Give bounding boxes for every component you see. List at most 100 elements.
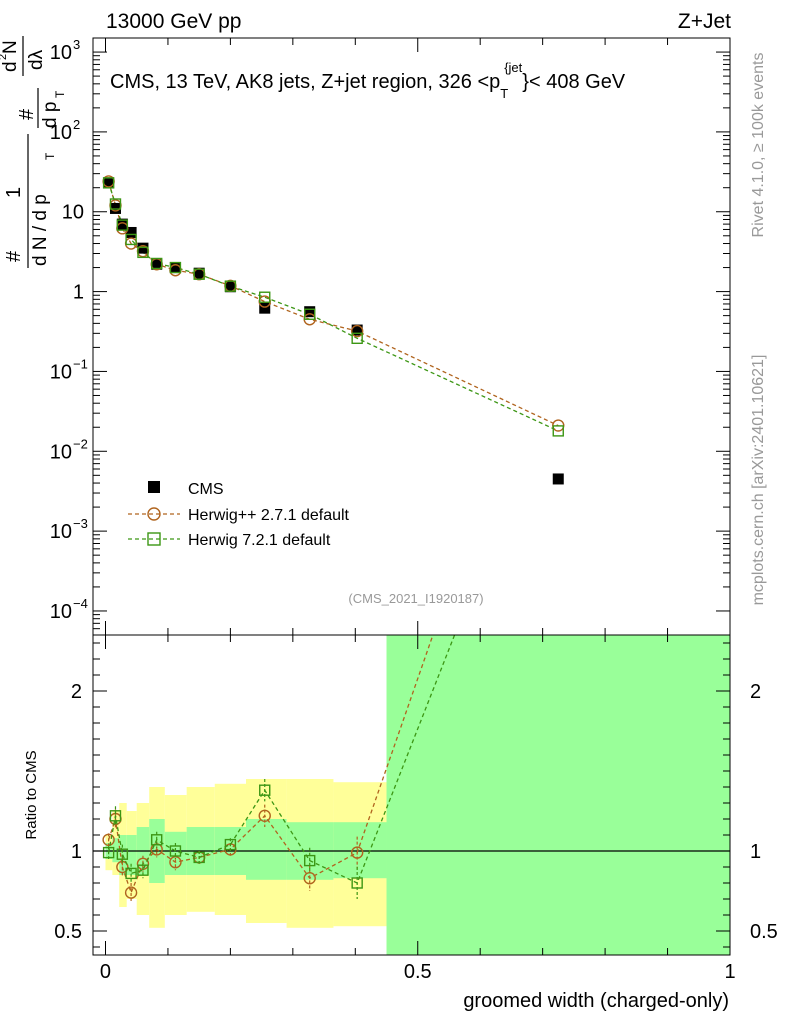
main-x-axis	[104, 38, 731, 635]
main-ytick-label: 10	[50, 601, 72, 623]
ratio-ytick-label-right: 1	[750, 841, 761, 863]
ratio-point-herwig7	[224, 838, 237, 851]
herwig7-point	[304, 308, 316, 320]
main-title-text: CMS, 13 TeV, AK8 jets, Z+jet region, 326…	[110, 71, 500, 93]
herwig7-point	[125, 233, 137, 246]
herwig7-point	[150, 257, 163, 270]
main-line-herwig7	[107, 182, 559, 432]
legend-cms-marker	[148, 481, 160, 493]
ratio-point-herwigpp	[102, 833, 115, 846]
cms-point	[103, 177, 115, 189]
header-left-label: 13000 GeV pp	[106, 10, 241, 33]
ratio-band-green	[126, 835, 137, 875]
ylabel-one: 1	[3, 187, 25, 198]
rivet-label: Rivet 4.1.0, ≥ 100k events	[750, 53, 767, 238]
ratio-ytick-label: 2	[71, 681, 82, 703]
main-ytick-label: 10	[50, 42, 72, 64]
ratio-point-herwig7	[102, 846, 115, 859]
ratio-band-green	[386, 635, 730, 955]
ratio-point-herwig7	[150, 834, 163, 846]
xtick-label: 0.5	[404, 961, 432, 983]
ratio-point-herwig7	[193, 851, 205, 864]
legend-herwig7-label: Herwig 7.2.1 default	[188, 532, 331, 549]
ratio-band-green	[112, 838, 120, 863]
ylabel-d2: d	[0, 61, 21, 72]
cms-point	[137, 242, 149, 254]
main-ytick-label: 10	[50, 521, 72, 543]
ratio-y-axis: 0.5 0.5 1 1 2 2	[54, 642, 778, 948]
cms-point	[259, 302, 271, 314]
main-title-sub: T	[500, 86, 508, 101]
main-title: CMS, 13 TeV, AK8 jets, Z+jet region, 326…	[110, 60, 626, 101]
legend: CMS Herwig++ 2.7.1 default Herwig 7.2.1 …	[128, 481, 350, 549]
cms-point	[304, 306, 316, 318]
ratio-panel: 0.5 0.5 1 1 2 2 0 0.5 1 Ratio to CMS groomed wi…	[23, 634, 778, 1012]
ratio-x-axis: 0 0.5 1	[100, 635, 736, 983]
legend-cms-label: CMS	[188, 481, 224, 498]
ratio-ytick-label: 0.5	[54, 921, 82, 943]
ylabel-hash-2: #	[16, 108, 38, 120]
ylabel-denominator-sub: T	[43, 152, 57, 160]
main-ytick-label: 10	[62, 202, 84, 224]
ratio-point-herwig7	[125, 867, 137, 880]
ratio-point-herwig7	[109, 810, 122, 822]
main-ytick-exponent: −3	[73, 516, 88, 531]
cms-point	[351, 324, 363, 336]
ylabel-dlambda: dλ	[26, 49, 47, 70]
herwig7-point	[224, 280, 237, 292]
ratio-ytick-label-right: 2	[750, 681, 761, 703]
cms-point	[125, 226, 137, 238]
main-ytick-label: 10	[50, 361, 72, 383]
legend-herwig7-marker	[147, 532, 161, 546]
main-title-sup: {jet	[504, 60, 522, 75]
x-axis-label: groomed width (charged-only)	[463, 990, 729, 1012]
ratio-y-label: Ratio to CMS	[23, 750, 40, 839]
xtick-label: 1	[724, 961, 735, 983]
herwig7-point	[116, 219, 129, 231]
ratio-point-herwig7	[116, 848, 129, 860]
cms-point	[151, 258, 163, 270]
ylabel-dp-sub: T	[53, 90, 67, 98]
ratio-point-herwig7	[351, 877, 363, 889]
main-y-label: # 1 d N / d p T # d p T d 2 N dλ	[0, 36, 67, 268]
ylabel-n: N	[0, 40, 21, 54]
ylabel-denominator: d N / d p	[30, 194, 51, 266]
herwig7-point	[351, 332, 363, 345]
herwig7-point	[137, 246, 149, 259]
herwig7-point	[169, 261, 182, 274]
ratio-band-green	[246, 819, 287, 880]
main-ytick-exponent: 2	[73, 117, 80, 132]
main-series	[102, 175, 565, 485]
header-right-label: Z+Jet	[678, 10, 731, 33]
ratio-ytick-label: 1	[71, 841, 82, 863]
main-ytick-exponent: −4	[73, 596, 88, 611]
main-title-sup-close: }	[522, 71, 529, 93]
ratio-point-herwigpp	[258, 809, 271, 822]
herwigpp-point	[350, 324, 364, 338]
herwig7-point	[102, 177, 115, 189]
herwig7-point	[109, 198, 122, 210]
main-title-tail: < 408 GeV	[529, 71, 626, 93]
main-ytick-label: 1	[73, 282, 84, 304]
cms-point	[169, 262, 181, 274]
ratio-point-herwig7	[137, 864, 149, 876]
ylabel-d2-sup: 2	[0, 54, 9, 60]
mcplots-label: mcplots.cern.ch [arXiv:2401.10621]	[750, 355, 767, 606]
herwig7-point	[259, 291, 271, 303]
analysis-watermark: (CMS_2021_I1920187)	[348, 591, 483, 606]
main-ytick-exponent: 3	[73, 37, 80, 52]
ylabel-hash-1: #	[3, 250, 25, 262]
ratio-frame	[92, 634, 731, 956]
cms-point	[224, 281, 236, 293]
ratio-point-herwig7	[304, 854, 316, 867]
main-ytick-exponent: −1	[73, 356, 88, 371]
ratio-point-herwigpp	[169, 856, 182, 869]
cms-point	[193, 267, 205, 279]
ratio-point-herwig7	[259, 784, 271, 796]
main-ytick-exponent: −2	[73, 436, 88, 451]
legend-herwigpp-label: Herwig++ 2.7.1 default	[188, 507, 350, 524]
ratio-point-herwigpp	[350, 846, 364, 859]
ratio-point-herwigpp	[124, 886, 138, 899]
